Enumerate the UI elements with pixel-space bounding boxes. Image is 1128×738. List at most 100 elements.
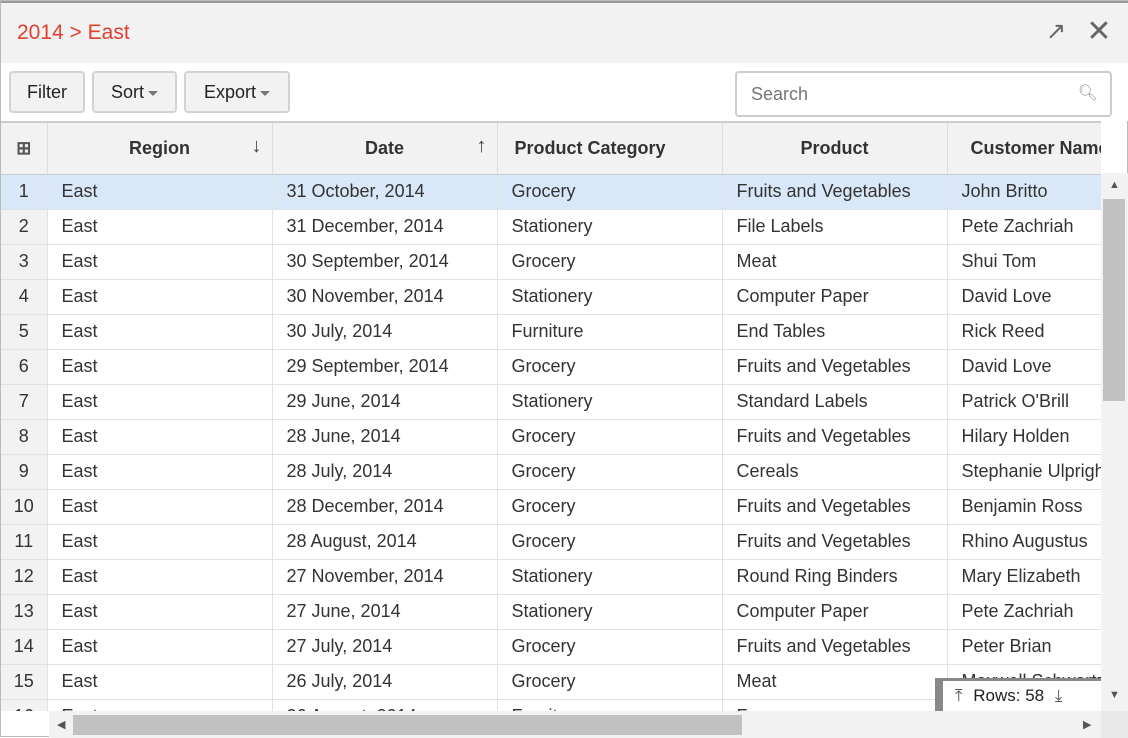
last-row-icon[interactable]: ⤓ bbox=[1054, 686, 1063, 705]
vertical-scrollbar[interactable]: ▲ ▼ bbox=[1101, 173, 1128, 711]
table-row[interactable]: 10 East 28 December, 2014 Grocery Fruits and… bbox=[1, 489, 1101, 525]
table-cell[interactable]: 26 August, 2014 bbox=[272, 699, 498, 711]
table-cell[interactable]: Grocery bbox=[497, 419, 723, 455]
table-cell[interactable]: Meat bbox=[722, 244, 948, 280]
table-cell[interactable]: Fruits and Vegetables bbox=[722, 629, 948, 665]
table-cell[interactable]: 30 November, 2014 bbox=[272, 279, 498, 315]
table-cell[interactable]: Grocery bbox=[497, 664, 723, 700]
sort-descending-icon[interactable]: ↓ bbox=[251, 135, 262, 157]
table-cell[interactable]: Stationery bbox=[497, 209, 723, 245]
table-cell[interactable]: Grocery bbox=[497, 629, 723, 665]
open-external-icon[interactable]: ↗ bbox=[1045, 18, 1067, 45]
table-cell[interactable]: Benjamin Ross bbox=[947, 489, 1101, 525]
scroll-up-icon[interactable]: ▲ bbox=[1109, 179, 1120, 191]
table-cell[interactable]: 30 July, 2014 bbox=[272, 314, 498, 350]
table-cell[interactable]: East bbox=[47, 454, 273, 490]
column-header-product-category[interactable]: Product Category bbox=[497, 123, 723, 175]
table-cell[interactable]: 28 December, 2014 bbox=[272, 489, 498, 525]
table-cell[interactable]: Pete Zachriah bbox=[947, 209, 1101, 245]
table-cell[interactable]: Round Ring Binders bbox=[722, 559, 948, 595]
column-header-product[interactable]: Product bbox=[722, 123, 948, 175]
table-cell[interactable]: Stationery bbox=[497, 594, 723, 630]
table-cell[interactable]: Fruits and Vegetables bbox=[722, 349, 948, 385]
table-cell[interactable]: East bbox=[47, 244, 273, 280]
table-cell[interactable]: Shui Tom bbox=[947, 244, 1101, 280]
table-cell[interactable]: Meat bbox=[722, 664, 948, 700]
table-cell[interactable]: Peter Brian bbox=[947, 629, 1101, 665]
table-cell[interactable]: 27 November, 2014 bbox=[272, 559, 498, 595]
table-cell[interactable]: Mary Elizabeth bbox=[947, 559, 1101, 595]
table-cell[interactable]: East bbox=[47, 384, 273, 420]
table-cell[interactable]: John Britto bbox=[947, 174, 1101, 210]
table-cell[interactable]: Fruits and Vegetables bbox=[722, 524, 948, 560]
horizontal-scroll-thumb[interactable] bbox=[73, 715, 742, 735]
table-cell[interactable]: David Love bbox=[947, 349, 1101, 385]
filter-button[interactable]: Filter bbox=[9, 71, 85, 113]
table-cell[interactable]: File Labels bbox=[722, 209, 948, 245]
scroll-left-icon[interactable]: ◀ bbox=[57, 719, 66, 731]
table-cell[interactable]: East bbox=[47, 629, 273, 665]
sort-button[interactable]: Sort bbox=[92, 71, 177, 113]
horizontal-scrollbar[interactable]: ◀ ▶ bbox=[49, 711, 1101, 738]
table-cell[interactable]: Fruits and Vegetables bbox=[722, 174, 948, 210]
column-header-customer-name[interactable]: Customer Name bbox=[947, 123, 1101, 175]
table-cell[interactable]: 31 December, 2014 bbox=[272, 209, 498, 245]
column-settings-icon[interactable]: ⊞ bbox=[16, 137, 32, 158]
table-cell[interactable]: Hilary Holden bbox=[947, 419, 1101, 455]
table-row[interactable]: 8 East 28 June, 2014 Grocery Fruits and Vege… bbox=[1, 419, 1101, 455]
table-cell[interactable]: 30 September, 2014 bbox=[272, 244, 498, 280]
table-cell[interactable]: East bbox=[47, 664, 273, 700]
table-row[interactable]: 9 East 28 July, 2014 Grocery Cereals Stephani… bbox=[1, 454, 1101, 490]
table-cell[interactable]: Grocery bbox=[497, 244, 723, 280]
table-cell[interactable]: East bbox=[47, 594, 273, 630]
table-cell[interactable]: 27 July, 2014 bbox=[272, 629, 498, 665]
table-cell[interactable]: Grocery bbox=[497, 489, 723, 525]
table-cell[interactable]: Frames bbox=[722, 699, 948, 711]
resize-grip[interactable] bbox=[1101, 711, 1128, 738]
table-row[interactable]: 14 East 27 July, 2014 Grocery Fruits and Veg… bbox=[1, 629, 1101, 665]
table-cell[interactable]: Cereals bbox=[722, 454, 948, 490]
table-cell[interactable]: 27 June, 2014 bbox=[272, 594, 498, 630]
table-cell[interactable]: Rick Reed bbox=[947, 314, 1101, 350]
table-cell[interactable]: 31 October, 2014 bbox=[272, 174, 498, 210]
table-cell[interactable]: Stationery bbox=[497, 279, 723, 315]
table-cell[interactable]: East bbox=[47, 524, 273, 560]
table-cell[interactable]: Standard Labels bbox=[722, 384, 948, 420]
table-cell[interactable]: Pete Zachriah bbox=[947, 594, 1101, 630]
table-cell[interactable]: East bbox=[47, 209, 273, 245]
scroll-down-icon[interactable]: ▼ bbox=[1109, 689, 1120, 701]
table-cell[interactable]: Furniture bbox=[497, 314, 723, 350]
table-cell[interactable]: End Tables bbox=[722, 314, 948, 350]
table-row[interactable]: 5 East 30 July, 2014 Furniture End Tables Ric… bbox=[1, 314, 1101, 350]
table-cell[interactable]: Grocery bbox=[497, 349, 723, 385]
table-cell[interactable]: 26 July, 2014 bbox=[272, 664, 498, 700]
table-row[interactable]: 7 East 29 June, 2014 Stationery Standard Lab… bbox=[1, 384, 1101, 420]
table-cell[interactable]: Computer Paper bbox=[722, 594, 948, 630]
column-chooser[interactable]: ⊞ bbox=[1, 123, 48, 175]
table-cell[interactable]: East bbox=[47, 279, 273, 315]
close-icon[interactable]: ✕ bbox=[1086, 15, 1112, 48]
table-cell[interactable]: East bbox=[47, 559, 273, 595]
first-row-icon[interactable]: ⤒ bbox=[955, 686, 963, 705]
vertical-scroll-thumb[interactable] bbox=[1103, 199, 1125, 401]
table-cell[interactable]: Fruits and Vegetables bbox=[722, 419, 948, 455]
table-cell[interactable]: Stationery bbox=[497, 384, 723, 420]
table-row[interactable]: 6 East 29 September, 2014 Grocery Fruits and… bbox=[1, 349, 1101, 385]
table-row[interactable]: 13 East 27 June, 2014 Stationery Computer Pa… bbox=[1, 594, 1101, 630]
export-button[interactable]: Export bbox=[184, 71, 290, 113]
table-cell[interactable]: East bbox=[47, 174, 273, 210]
table-row[interactable]: 11 East 28 August, 2014 Grocery Fruits and V… bbox=[1, 524, 1101, 560]
table-cell[interactable]: Stationery bbox=[497, 559, 723, 595]
table-row[interactable]: 1 East 31 October, 2014 Grocery Fruits and V… bbox=[1, 174, 1101, 210]
table-cell[interactable]: Grocery bbox=[497, 174, 723, 210]
table-row[interactable]: 3 East 30 September, 2014 Grocery Meat Shui T… bbox=[1, 244, 1101, 280]
table-row[interactable]: 12 East 27 November, 2014 Stationery Round R… bbox=[1, 559, 1101, 595]
table-cell[interactable]: 28 July, 2014 bbox=[272, 454, 498, 490]
table-row[interactable]: 4 East 30 November, 2014 Stationery Computer… bbox=[1, 279, 1101, 315]
table-cell[interactable]: Furniture bbox=[497, 699, 723, 711]
table-row[interactable]: 2 East 31 December, 2014 Stationery File Lab… bbox=[1, 209, 1101, 245]
column-header-region[interactable]: Region ↓ bbox=[47, 123, 273, 175]
table-cell[interactable]: 28 August, 2014 bbox=[272, 524, 498, 560]
table-cell[interactable]: Grocery bbox=[497, 524, 723, 560]
table-cell[interactable]: Computer Paper bbox=[722, 279, 948, 315]
